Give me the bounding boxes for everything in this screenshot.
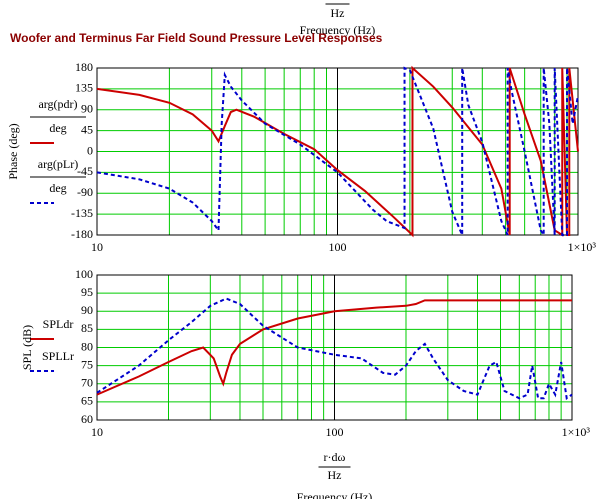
y-tick-label: -180 [71, 227, 93, 241]
legend-label: SPLdr [43, 317, 74, 331]
y-tick-label: -90 [77, 185, 93, 199]
x-axis-label: Frequency (Hz) [297, 490, 373, 499]
plot-frame [96, 274, 573, 421]
y-tick-label: 100 [75, 267, 93, 281]
y-tick-label: 45 [81, 122, 93, 136]
y-tick-label: 60 [81, 412, 93, 426]
y-tick-label: -135 [71, 206, 93, 220]
x-tick-label: 10 [91, 425, 103, 439]
y-tick-label: 85 [81, 321, 93, 335]
y-tick-label: 80 [81, 339, 93, 353]
series-line [96, 297, 573, 400]
series-line [96, 65, 579, 238]
chart-title: Woofer and Terminus Far Field Sound Pres… [10, 31, 383, 45]
y-tick-label: 95 [81, 285, 93, 299]
x-tick-label: 1×10³ [562, 425, 591, 439]
x-tick-label: 100 [329, 240, 347, 254]
x-unit: Hz [328, 468, 342, 482]
y-tick-label: 70 [81, 376, 93, 390]
x-tick-label: 10 [91, 240, 103, 254]
x-tick-label: 1×10³ [568, 240, 597, 254]
series-line [96, 66, 579, 239]
legend-label: SPLLr [42, 349, 74, 363]
y-tick-label: 90 [81, 303, 93, 317]
y-tick-label: 90 [81, 102, 93, 116]
x-tick-label: 100 [326, 425, 344, 439]
y-axis-label: Phase (deg) [6, 123, 20, 179]
x-unit-above: Hz [331, 6, 345, 20]
legend-unit: deg [49, 181, 66, 195]
y-axis-label: SPL (dB) [20, 325, 34, 370]
legend-unit: deg [49, 121, 66, 135]
legend-label: arg(pLr) [38, 157, 78, 171]
x-axis-label-above: Frequency (Hz) [300, 23, 376, 37]
x-axis-numerator: r·dω [324, 450, 346, 464]
y-tick-label: 75 [81, 357, 93, 371]
y-tick-label: 180 [75, 60, 93, 74]
y-tick-label: 0 [87, 143, 93, 157]
y-tick-label: 65 [81, 394, 93, 408]
y-tick-label: -45 [77, 164, 93, 178]
y-tick-label: 135 [75, 81, 93, 95]
series-line [96, 299, 572, 396]
legend-label: arg(pdr) [38, 97, 77, 111]
